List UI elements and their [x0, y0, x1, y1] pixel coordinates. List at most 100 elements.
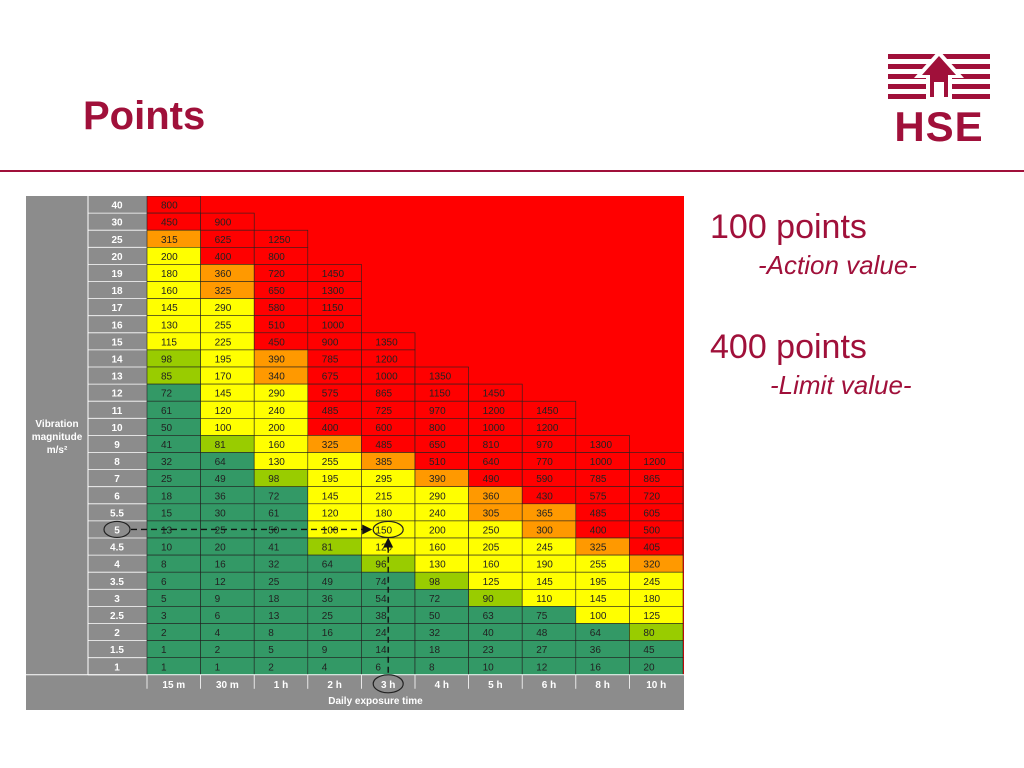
points-value: 810 [483, 440, 500, 451]
points-cell [521, 657, 577, 676]
points-value: 785 [590, 474, 607, 485]
points-value: 16 [590, 662, 602, 673]
points-value: 575 [590, 491, 607, 502]
points-value: 25 [268, 577, 280, 588]
points-value: 180 [375, 508, 392, 519]
points-cell [146, 452, 201, 470]
points-cell [200, 657, 255, 676]
title-divider [0, 170, 1024, 172]
magnitude-label: 12 [111, 389, 123, 400]
points-value: 180 [643, 594, 660, 605]
vibration-points-table: 40 800 30 450 900 25 315 625 1250 20 200 400 800 19 18… [26, 196, 684, 710]
points-value: 80 [643, 628, 655, 639]
points-value: 1350 [429, 372, 452, 383]
magnitude-label: 16 [111, 320, 123, 331]
points-value: 1150 [322, 303, 344, 314]
x-axis-title: Daily exposure time [328, 696, 423, 707]
points-value: 15 [161, 508, 173, 519]
points-value: 120 [375, 543, 392, 554]
points-cell [146, 349, 201, 368]
magnitude-label: 2 [114, 628, 120, 639]
points-value: 5 [268, 645, 274, 656]
points-value: 32 [161, 457, 173, 468]
points-value: 295 [375, 474, 392, 485]
points-value: 305 [483, 508, 500, 519]
points-value: 6 [161, 577, 167, 588]
points-cell [307, 640, 362, 659]
hse-logo-icon [888, 50, 990, 100]
points-value: 180 [161, 269, 178, 280]
points-value: 400 [590, 526, 607, 537]
points-value: 970 [536, 440, 553, 451]
points-value: 1 [161, 662, 167, 673]
points-cell [200, 623, 255, 641]
points-value: 200 [429, 526, 446, 537]
points-value: 170 [215, 372, 232, 383]
points-cell [468, 588, 523, 607]
points-value: 575 [322, 389, 339, 400]
points-value: 255 [215, 320, 232, 331]
points-value: 325 [322, 440, 339, 451]
points-value: 100 [590, 611, 607, 622]
points-cell [146, 469, 201, 488]
points-cell [414, 657, 469, 676]
points-value: 45 [643, 645, 655, 656]
points-cell [307, 537, 362, 556]
points-value: 12 [215, 577, 227, 588]
points-cell [468, 640, 523, 659]
points-value: 195 [590, 577, 607, 588]
points-value: 74 [375, 577, 387, 588]
points-value: 13 [161, 526, 173, 537]
points-value: 64 [590, 628, 602, 639]
points-cell [468, 606, 523, 624]
magnitude-label: 2.5 [110, 611, 124, 622]
points-cell [253, 554, 309, 573]
points-value: 50 [268, 526, 280, 537]
points-value: 580 [268, 303, 285, 314]
points-value: 1450 [483, 389, 506, 400]
limit-value-label: -Limit value- [770, 370, 912, 400]
points-value: 125 [643, 611, 660, 622]
points-value: 365 [536, 508, 553, 519]
points-cell [146, 554, 201, 573]
points-cell [146, 640, 201, 659]
points-value: 1200 [375, 355, 398, 366]
hse-logo: HSE [884, 48, 994, 148]
points-cell [200, 469, 255, 488]
points-value: 120 [322, 508, 339, 519]
points-value: 1350 [375, 337, 398, 348]
points-value: 160 [429, 543, 446, 554]
points-value: 1 [161, 645, 167, 656]
points-value: 145 [215, 389, 232, 400]
points-value: 510 [429, 457, 446, 468]
time-label: 2 h [327, 680, 341, 691]
magnitude-label: 1.5 [110, 645, 124, 656]
points-cell [253, 606, 309, 624]
points-cell [468, 657, 523, 676]
points-value: 900 [322, 337, 339, 348]
points-value: 145 [590, 594, 607, 605]
magnitude-label: 13 [111, 372, 123, 383]
points-value: 900 [215, 218, 232, 229]
points-value: 61 [161, 406, 173, 417]
points-value: 98 [429, 577, 441, 588]
points-value: 49 [322, 577, 334, 588]
points-value: 720 [643, 491, 660, 502]
points-value: 1000 [375, 372, 398, 383]
points-value: 90 [483, 594, 495, 605]
points-value: 41 [268, 543, 280, 554]
points-value: 125 [483, 577, 500, 588]
points-cell [521, 623, 577, 641]
points-value: 405 [643, 543, 660, 554]
points-cell [146, 571, 201, 590]
points-value: 5 [161, 594, 167, 605]
points-value: 81 [215, 440, 227, 451]
points-cell [146, 503, 201, 522]
points-value: 800 [161, 201, 178, 212]
points-value: 1250 [268, 235, 291, 246]
magnitude-label: 20 [111, 252, 123, 263]
points-value: 72 [268, 491, 280, 502]
points-value: 54 [375, 594, 387, 605]
points-value: 1 [215, 662, 221, 673]
